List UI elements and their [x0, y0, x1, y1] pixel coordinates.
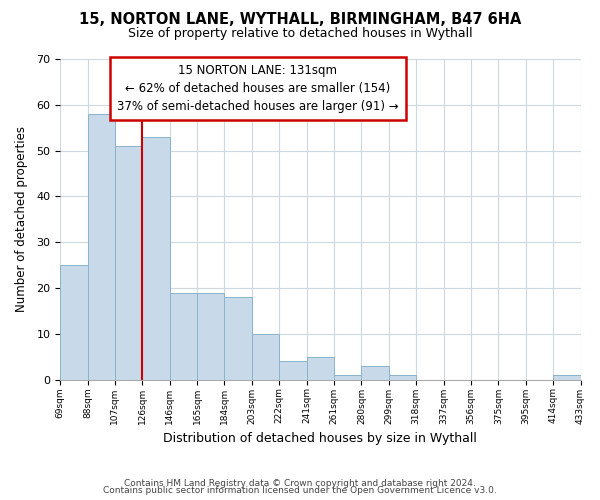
- Bar: [252, 334, 279, 380]
- Text: Size of property relative to detached houses in Wythall: Size of property relative to detached ho…: [128, 28, 472, 40]
- Bar: [197, 292, 224, 380]
- Bar: [170, 292, 197, 380]
- Bar: [334, 375, 361, 380]
- Text: Contains HM Land Registry data © Crown copyright and database right 2024.: Contains HM Land Registry data © Crown c…: [124, 478, 476, 488]
- Y-axis label: Number of detached properties: Number of detached properties: [15, 126, 28, 312]
- Bar: [60, 265, 88, 380]
- Bar: [88, 114, 115, 380]
- Bar: [279, 362, 307, 380]
- Bar: [224, 297, 252, 380]
- Bar: [115, 146, 142, 380]
- Bar: [389, 375, 416, 380]
- X-axis label: Distribution of detached houses by size in Wythall: Distribution of detached houses by size …: [163, 432, 477, 445]
- Text: Contains public sector information licensed under the Open Government Licence v3: Contains public sector information licen…: [103, 486, 497, 495]
- Bar: [361, 366, 389, 380]
- Text: 15, NORTON LANE, WYTHALL, BIRMINGHAM, B47 6HA: 15, NORTON LANE, WYTHALL, BIRMINGHAM, B4…: [79, 12, 521, 28]
- Text: 15 NORTON LANE: 131sqm
← 62% of detached houses are smaller (154)
37% of semi-de: 15 NORTON LANE: 131sqm ← 62% of detached…: [117, 64, 399, 113]
- Bar: [553, 375, 581, 380]
- Bar: [307, 356, 334, 380]
- Bar: [142, 137, 170, 380]
